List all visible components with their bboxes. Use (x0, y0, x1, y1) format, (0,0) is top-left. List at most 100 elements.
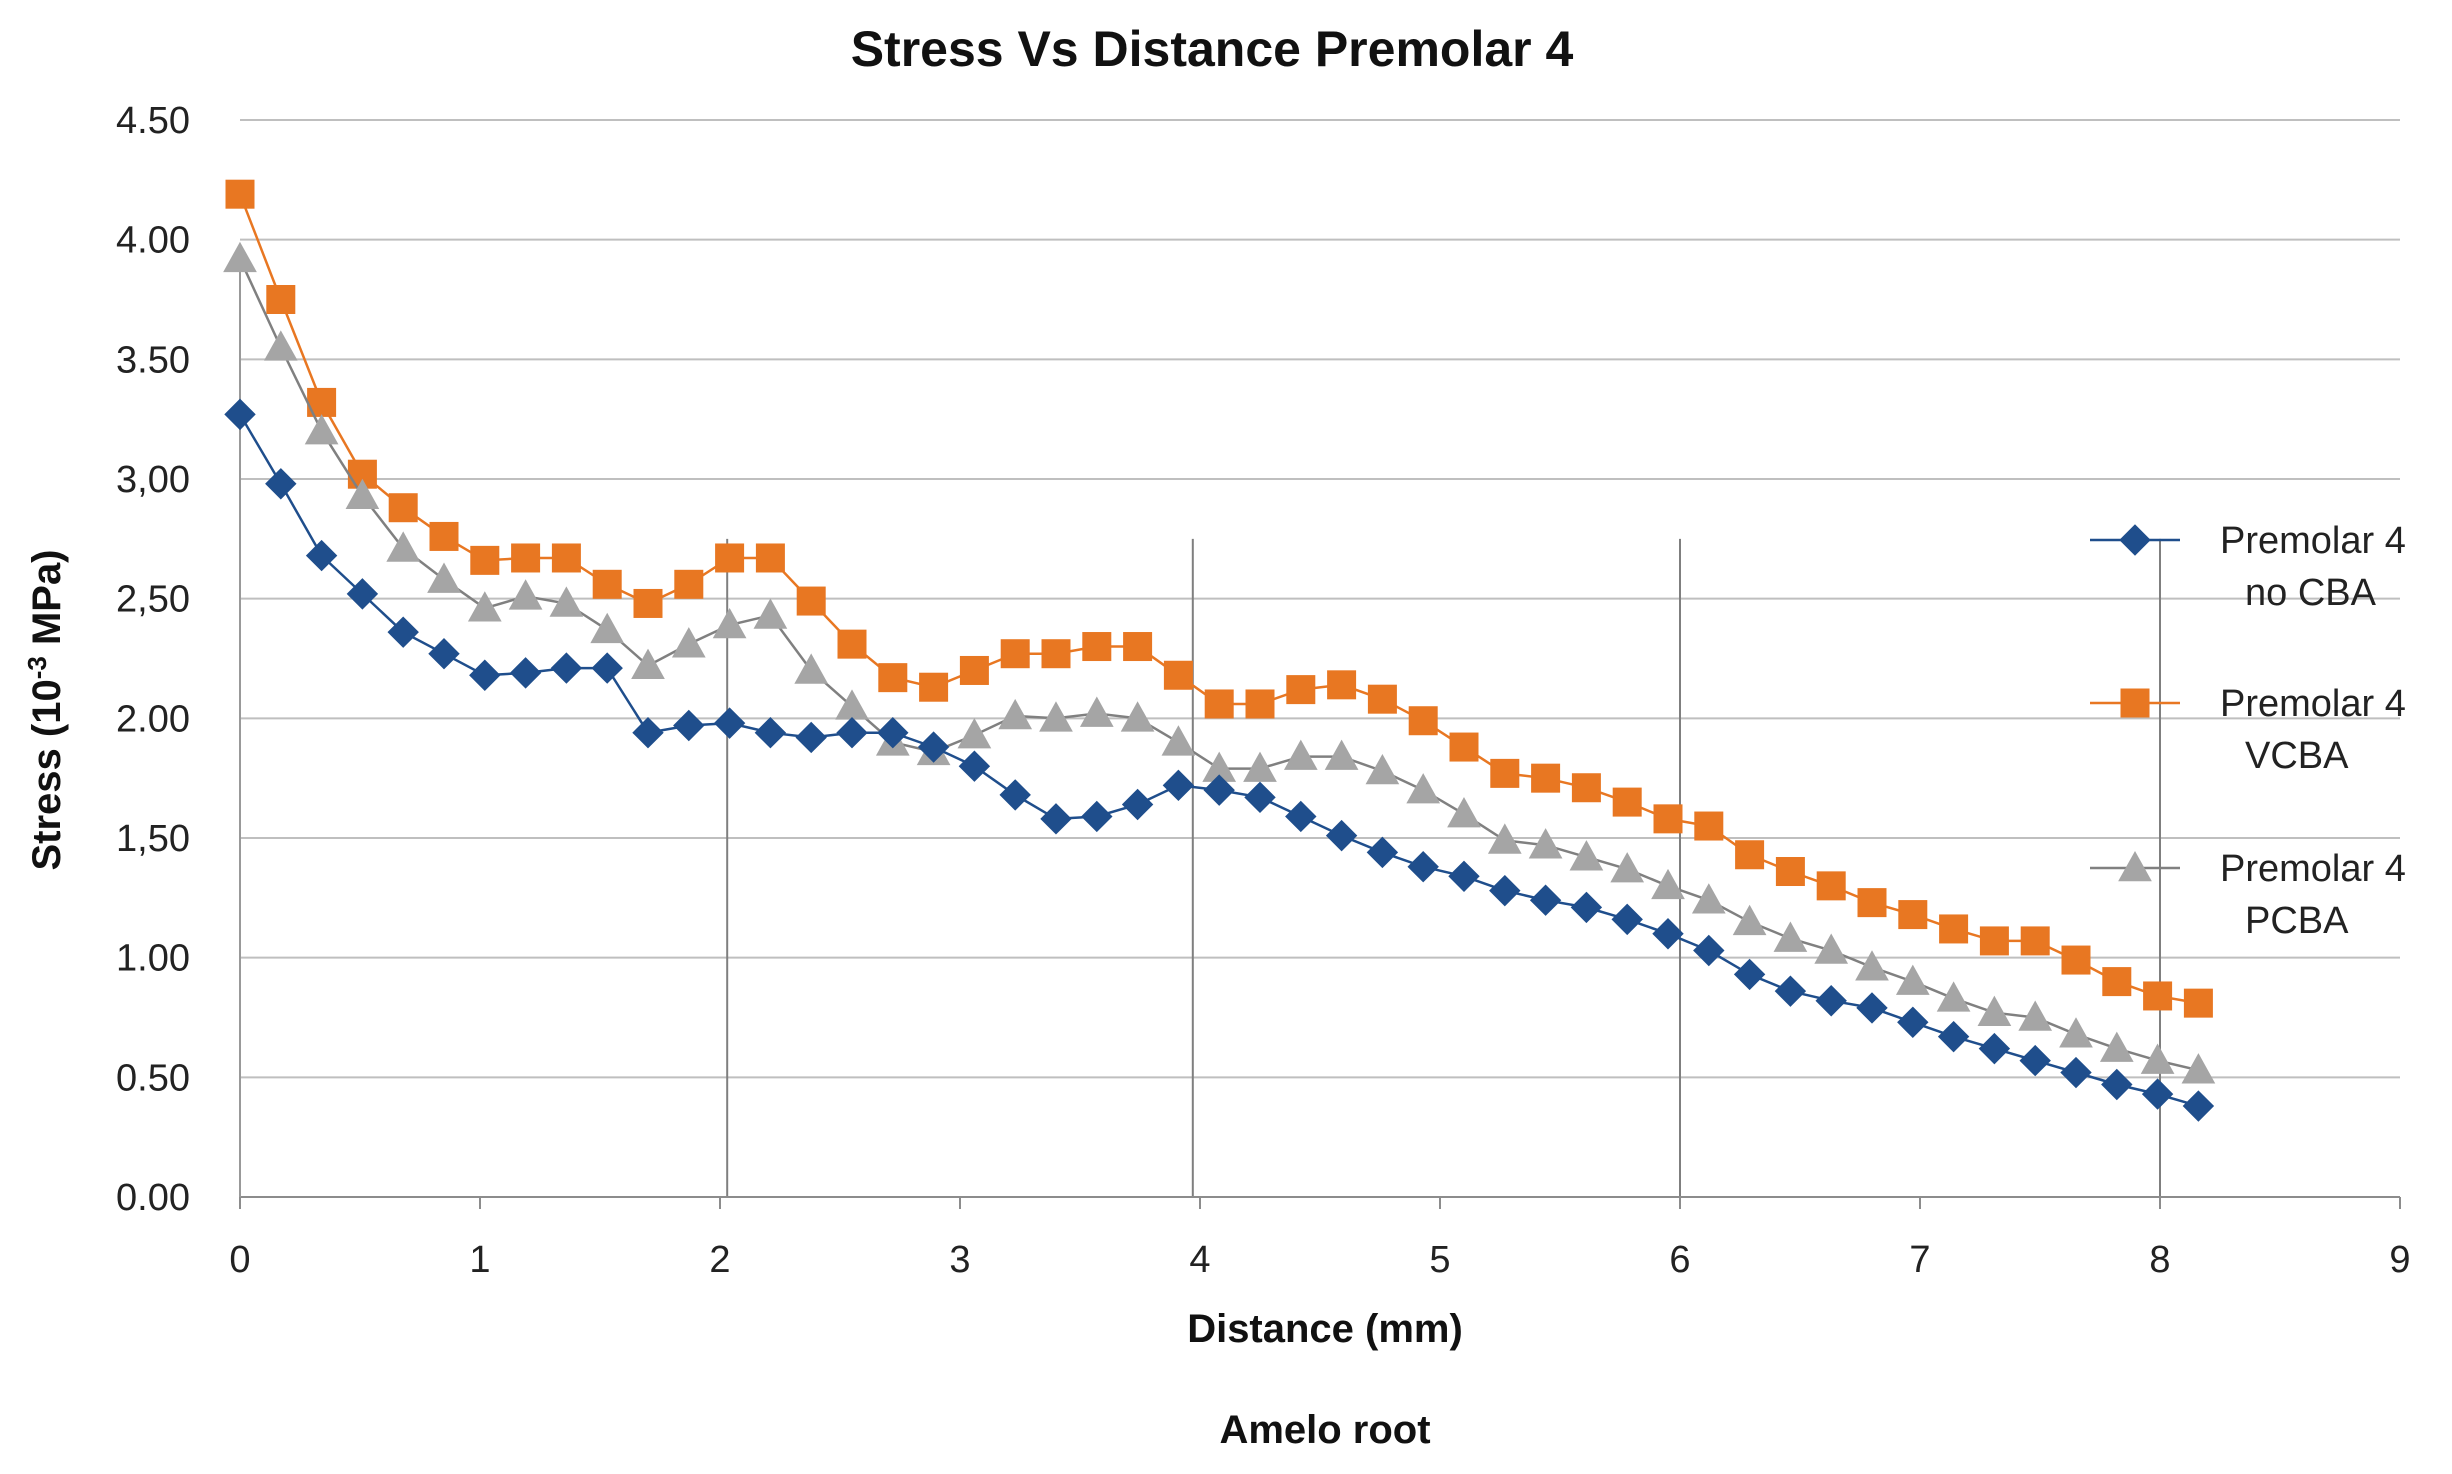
y-axis-title-suffix: MPa) (25, 549, 69, 656)
data-point-triangle (1895, 964, 1930, 995)
data-point-triangle (1365, 753, 1400, 785)
legend-label-line2: VCBA (2245, 735, 2349, 777)
data-point-square (1367, 684, 1397, 714)
data-point-square (2102, 967, 2132, 997)
data-point-diamond (1815, 985, 1847, 1017)
data-point-square (1653, 804, 1683, 834)
series-diamond (224, 398, 2215, 1122)
x-tick-label: 8 (2149, 1239, 2170, 1281)
data-point-diamond (2141, 1078, 2174, 1110)
data-point-square (511, 543, 541, 573)
data-point-diamond (591, 652, 623, 684)
data-series (223, 179, 2216, 1122)
y-tick-label: 2,50 (116, 579, 190, 621)
data-point-diamond (1325, 819, 1358, 852)
data-point-diamond (346, 578, 379, 610)
data-point-square (796, 586, 826, 616)
legend-label: Premolar 4 (2220, 848, 2406, 890)
x-tick-labels: 0 1 2 3 4 5 6 7 8 9 (229, 1239, 2410, 1281)
data-point-triangle (1651, 868, 1685, 900)
data-point-triangle (2059, 1017, 2093, 1048)
data-point-triangle (1732, 904, 1767, 936)
data-point-square (1694, 811, 1724, 841)
data-point-triangle (1814, 933, 1849, 964)
data-point-diamond (1978, 1032, 2011, 1065)
data-point-diamond (469, 659, 501, 691)
data-point-triangle (223, 241, 257, 273)
x-tick-label: 0 (229, 1239, 250, 1281)
y-tick-label: 3,00 (116, 459, 190, 501)
data-point-diamond (1693, 934, 1725, 967)
data-point-diamond (917, 731, 950, 763)
data-point-triangle (671, 627, 706, 658)
data-point-diamond (1244, 781, 1276, 814)
legend: Premolar 4 no CBA Premolar 4 VCBA Premolar 4… (2090, 520, 2406, 942)
y-tick-label: 3.50 (116, 339, 190, 381)
data-point-triangle (712, 607, 747, 639)
data-point-triangle (467, 591, 502, 622)
x-tick-label: 7 (1909, 1239, 1930, 1281)
data-point-square (388, 493, 418, 523)
data-point-triangle (1936, 981, 1971, 1012)
data-point-square (1612, 787, 1642, 817)
data-point-square (1286, 675, 1316, 705)
x-axis-title: Distance (mm) (1187, 1307, 1463, 1351)
data-point-square (959, 655, 989, 685)
data-point-diamond (1081, 800, 1113, 833)
data-point-square (1082, 632, 1112, 662)
data-point-square (1245, 689, 1275, 719)
data-point-square (1939, 914, 1969, 944)
series-square (225, 179, 2213, 1018)
y-tick-label: 1,50 (116, 818, 190, 860)
data-point-square (1490, 758, 1520, 788)
data-point-triangle (1528, 828, 1563, 859)
y-tick-label: 2.00 (116, 698, 190, 740)
data-point-diamond (509, 657, 542, 689)
y-tick-label: 4.50 (116, 100, 190, 142)
data-point-square (1816, 871, 1846, 901)
data-point-triangle (1120, 701, 1155, 732)
data-point-triangle (1773, 921, 1808, 952)
legend-label: Premolar 4 (2220, 520, 2406, 562)
data-point-square (470, 545, 500, 575)
y-tick-label: 1.00 (116, 938, 190, 980)
data-point-square (592, 569, 622, 599)
data-point-diamond (673, 709, 705, 742)
data-point-square (1327, 670, 1357, 700)
x-tick-label: 5 (1429, 1239, 1450, 1281)
data-point-square (1123, 632, 1153, 662)
legend-label-line2: no CBA (2245, 572, 2377, 614)
series-line (238, 258, 2199, 1072)
data-point-triangle (631, 648, 665, 679)
data-point-diamond (305, 539, 338, 572)
data-point-square (1857, 888, 1887, 918)
data-point-diamond (713, 707, 746, 739)
data-point-diamond (632, 716, 664, 749)
data-point-diamond (958, 750, 991, 782)
data-point-triangle (1161, 725, 1196, 756)
legend-label-line2: PCBA (2245, 900, 2349, 942)
data-point-diamond (1733, 958, 1766, 991)
data-point-triangle (1691, 883, 1726, 914)
data-point-triangle (1447, 797, 1481, 828)
data-point-triangle (1487, 823, 1522, 854)
data-point-square (1041, 639, 1071, 669)
data-point-triangle (1569, 840, 1604, 871)
data-point-diamond (999, 779, 1031, 811)
x-tick-label: 2 (709, 1239, 730, 1281)
data-point-square (1408, 706, 1438, 736)
data-point-square (1571, 773, 1601, 803)
data-point-triangle (1079, 696, 1114, 727)
data-point-triangle (1283, 739, 1318, 770)
data-point-square (878, 663, 908, 693)
data-point-square (1979, 926, 2009, 956)
data-point-triangle (2099, 1031, 2134, 1062)
data-point-triangle (2181, 1053, 2216, 1084)
data-point-diamond (1285, 800, 1317, 833)
data-point-diamond (2101, 1068, 2133, 1101)
data-point-triangle (263, 330, 298, 361)
data-point-square (837, 629, 867, 659)
data-point-diamond (1652, 918, 1684, 950)
series-triangle (223, 241, 2216, 1084)
